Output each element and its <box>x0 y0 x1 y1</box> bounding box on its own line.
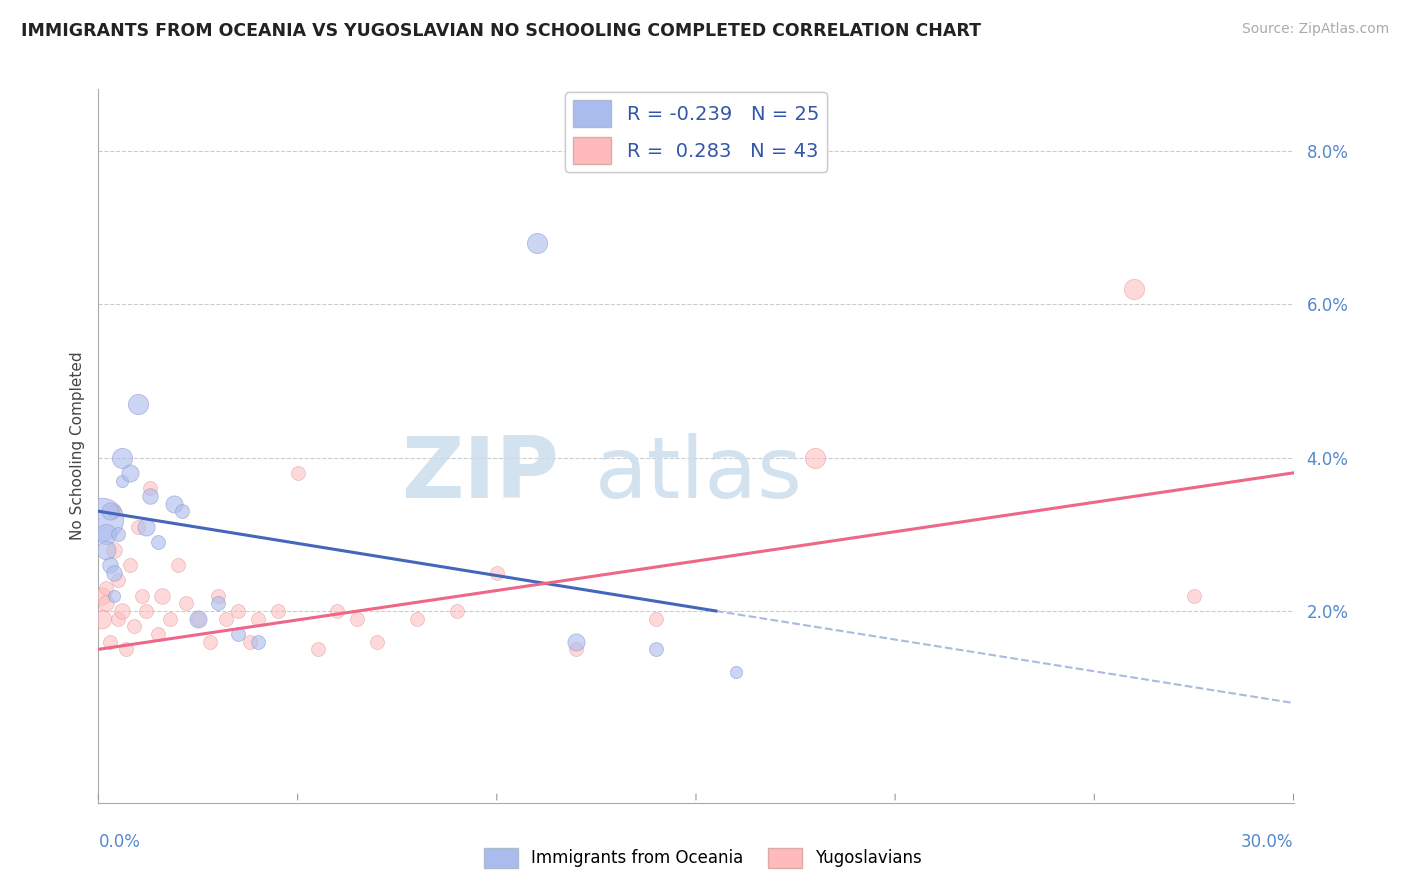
Point <box>103 504 125 518</box>
Point <box>1123 282 1146 296</box>
Point <box>526 235 548 250</box>
Point <box>98 504 122 518</box>
Point <box>163 497 186 511</box>
Point <box>91 512 114 526</box>
Point <box>98 634 122 648</box>
Text: Source: ZipAtlas.com: Source: ZipAtlas.com <box>1241 22 1389 37</box>
Point <box>103 566 125 580</box>
Point <box>645 612 668 626</box>
Point <box>485 566 508 580</box>
Point <box>226 627 249 641</box>
Point <box>326 604 349 618</box>
Point <box>366 634 388 648</box>
Point <box>346 612 368 626</box>
Point <box>246 612 269 626</box>
Point <box>96 581 118 595</box>
Point <box>127 397 149 411</box>
Point <box>187 612 209 626</box>
Point <box>226 604 249 618</box>
Point <box>150 589 173 603</box>
Y-axis label: No Schooling Completed: No Schooling Completed <box>69 351 84 541</box>
Point <box>565 634 588 648</box>
Point <box>135 604 157 618</box>
Text: ZIP: ZIP <box>401 433 558 516</box>
Point <box>135 519 157 533</box>
Point <box>124 619 146 633</box>
Point <box>96 542 118 557</box>
Point <box>287 466 309 480</box>
Point <box>724 665 747 680</box>
Point <box>198 634 221 648</box>
Text: 30.0%: 30.0% <box>1241 833 1294 851</box>
Point <box>246 634 269 648</box>
Point <box>96 527 118 541</box>
Point <box>174 596 197 610</box>
Point <box>187 612 209 626</box>
Point <box>96 596 118 610</box>
Point <box>131 589 153 603</box>
Text: atlas: atlas <box>595 433 803 516</box>
Point <box>804 450 827 465</box>
Point <box>91 612 114 626</box>
Point <box>267 604 290 618</box>
Text: IMMIGRANTS FROM OCEANIA VS YUGOSLAVIAN NO SCHOOLING COMPLETED CORRELATION CHART: IMMIGRANTS FROM OCEANIA VS YUGOSLAVIAN N… <box>21 22 981 40</box>
Text: 0.0%: 0.0% <box>98 833 141 851</box>
Legend: R = -0.239   N = 25, R =  0.283   N = 43: R = -0.239 N = 25, R = 0.283 N = 43 <box>565 92 827 172</box>
Point <box>167 558 190 572</box>
Point <box>645 642 668 657</box>
Point <box>172 504 194 518</box>
Point <box>406 612 429 626</box>
Point <box>107 612 129 626</box>
Point <box>107 527 129 541</box>
Point <box>111 450 134 465</box>
Point <box>565 642 588 657</box>
Point <box>120 466 142 480</box>
Point <box>120 558 142 572</box>
Point <box>111 604 134 618</box>
Point <box>103 542 125 557</box>
Point <box>139 481 162 495</box>
Point <box>107 574 129 588</box>
Point <box>115 642 138 657</box>
Point <box>446 604 468 618</box>
Point <box>215 612 238 626</box>
Point <box>207 596 229 610</box>
Point <box>207 589 229 603</box>
Point <box>239 634 262 648</box>
Legend: Immigrants from Oceania, Yugoslavians: Immigrants from Oceania, Yugoslavians <box>478 841 928 875</box>
Point <box>1182 589 1205 603</box>
Point <box>148 535 170 549</box>
Point <box>307 642 329 657</box>
Point <box>98 558 122 572</box>
Point <box>91 589 114 603</box>
Point <box>139 489 162 503</box>
Point <box>159 612 181 626</box>
Point <box>127 519 149 533</box>
Point <box>111 474 134 488</box>
Point <box>148 627 170 641</box>
Point <box>103 589 125 603</box>
